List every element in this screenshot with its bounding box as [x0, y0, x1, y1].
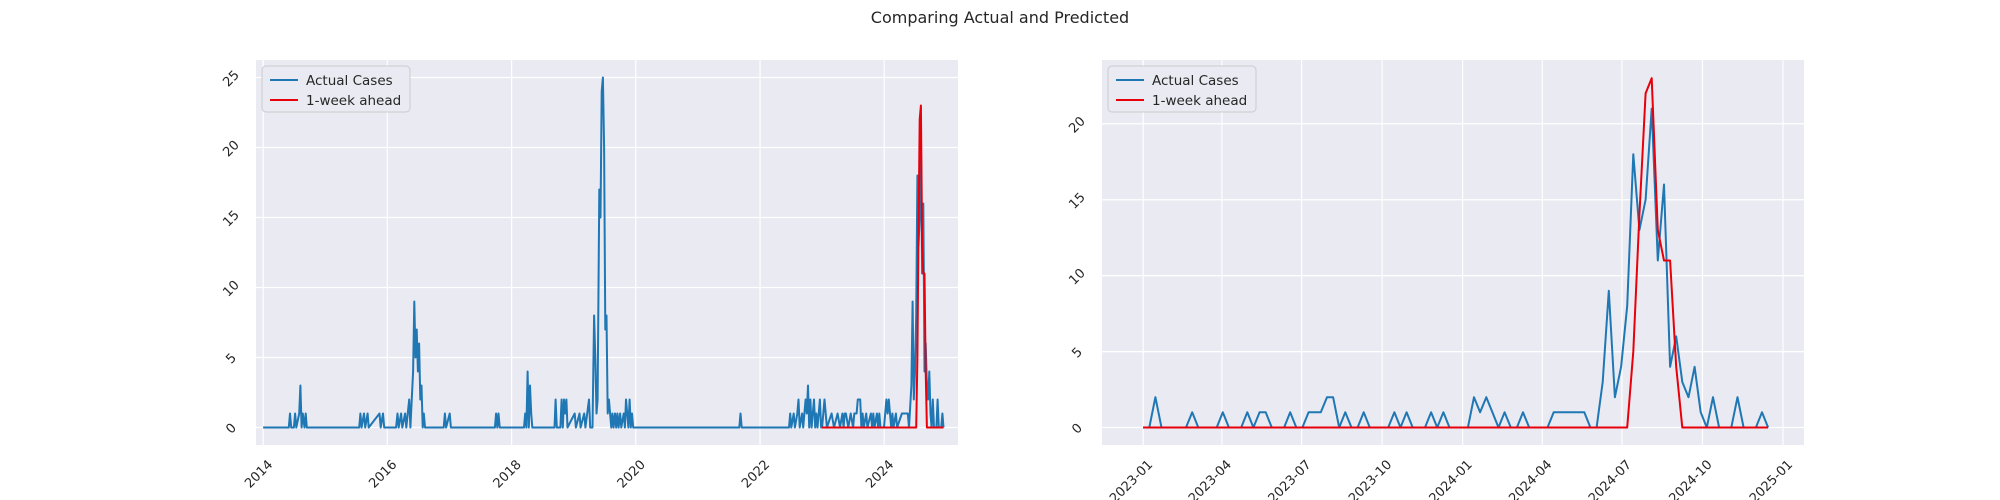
x-tick-label: 2024-07 — [1586, 457, 1635, 500]
y-tick-labels: 0 5 10 15 20 — [1066, 114, 1088, 437]
legend-label: Actual Cases — [306, 73, 393, 89]
series-line-actual-cases — [263, 76, 945, 429]
y-tick-label: 10 — [220, 278, 242, 300]
y-tick-label: 20 — [1066, 114, 1088, 136]
legend: Actual Cases 1-week ahead — [261, 65, 411, 113]
x-tick-label: 2024-10 — [1666, 457, 1715, 500]
y-tick-label: 0 — [1069, 421, 1085, 437]
figure-title: Comparing Actual and Predicted — [870, 8, 1130, 27]
x-tick-label: 2023-10 — [1346, 457, 1395, 500]
x-tick-label: 2024-01 — [1427, 457, 1476, 500]
legend: Actual Cases 1-week ahead — [1107, 65, 1257, 113]
series-lines — [1143, 77, 1770, 429]
y-tick-label: 25 — [220, 68, 242, 90]
legend-label: Actual Cases — [1152, 73, 1239, 89]
y-tick-label: 5 — [223, 351, 239, 367]
x-tick-label: 2022 — [739, 457, 773, 491]
x-tick-label: 2016 — [366, 457, 400, 491]
legend-box — [1107, 65, 1257, 113]
x-tick-label: 2025-01 — [1747, 457, 1796, 500]
y-tick-label: 10 — [1066, 266, 1088, 288]
x-tick-label: 2024 — [863, 457, 897, 491]
series-lines — [263, 76, 945, 429]
plot-area-background — [1102, 60, 1804, 445]
x-tick-label: 2018 — [491, 457, 525, 491]
chart-left-panel: 0 5 10 15 20 25 2014 2016 2018 2020 2022 2024 Actu… — [220, 60, 958, 491]
y-tick-labels: 0 5 10 15 20 25 — [220, 68, 242, 437]
series-line-1-week-ahead — [1143, 77, 1769, 429]
x-tick-label: 2014 — [242, 457, 276, 491]
series-line-1-week-ahead — [822, 104, 944, 429]
x-tick-label: 2024-04 — [1506, 457, 1555, 500]
legend-label: 1-week ahead — [1152, 93, 1247, 109]
y-tick-label: 15 — [1066, 190, 1088, 212]
legend-label: 1-week ahead — [306, 93, 401, 109]
x-tick-label: 2020 — [615, 457, 649, 491]
x-tick-label: 2023-04 — [1186, 457, 1235, 500]
y-tick-label: 20 — [220, 138, 242, 160]
legend-box — [261, 65, 411, 113]
y-tick-label: 15 — [220, 208, 242, 230]
x-tick-label: 2023-01 — [1107, 457, 1156, 500]
x-tick-label: 2023-07 — [1266, 457, 1315, 500]
y-tick-label: 0 — [223, 421, 239, 437]
x-tick-labels: 2023-01 2023-04 2023-07 2023-10 2024-01 2024-… — [1107, 457, 1796, 500]
y-tick-label: 5 — [1069, 345, 1085, 361]
x-tick-labels: 2014 2016 2018 2020 2022 2024 — [242, 457, 897, 491]
